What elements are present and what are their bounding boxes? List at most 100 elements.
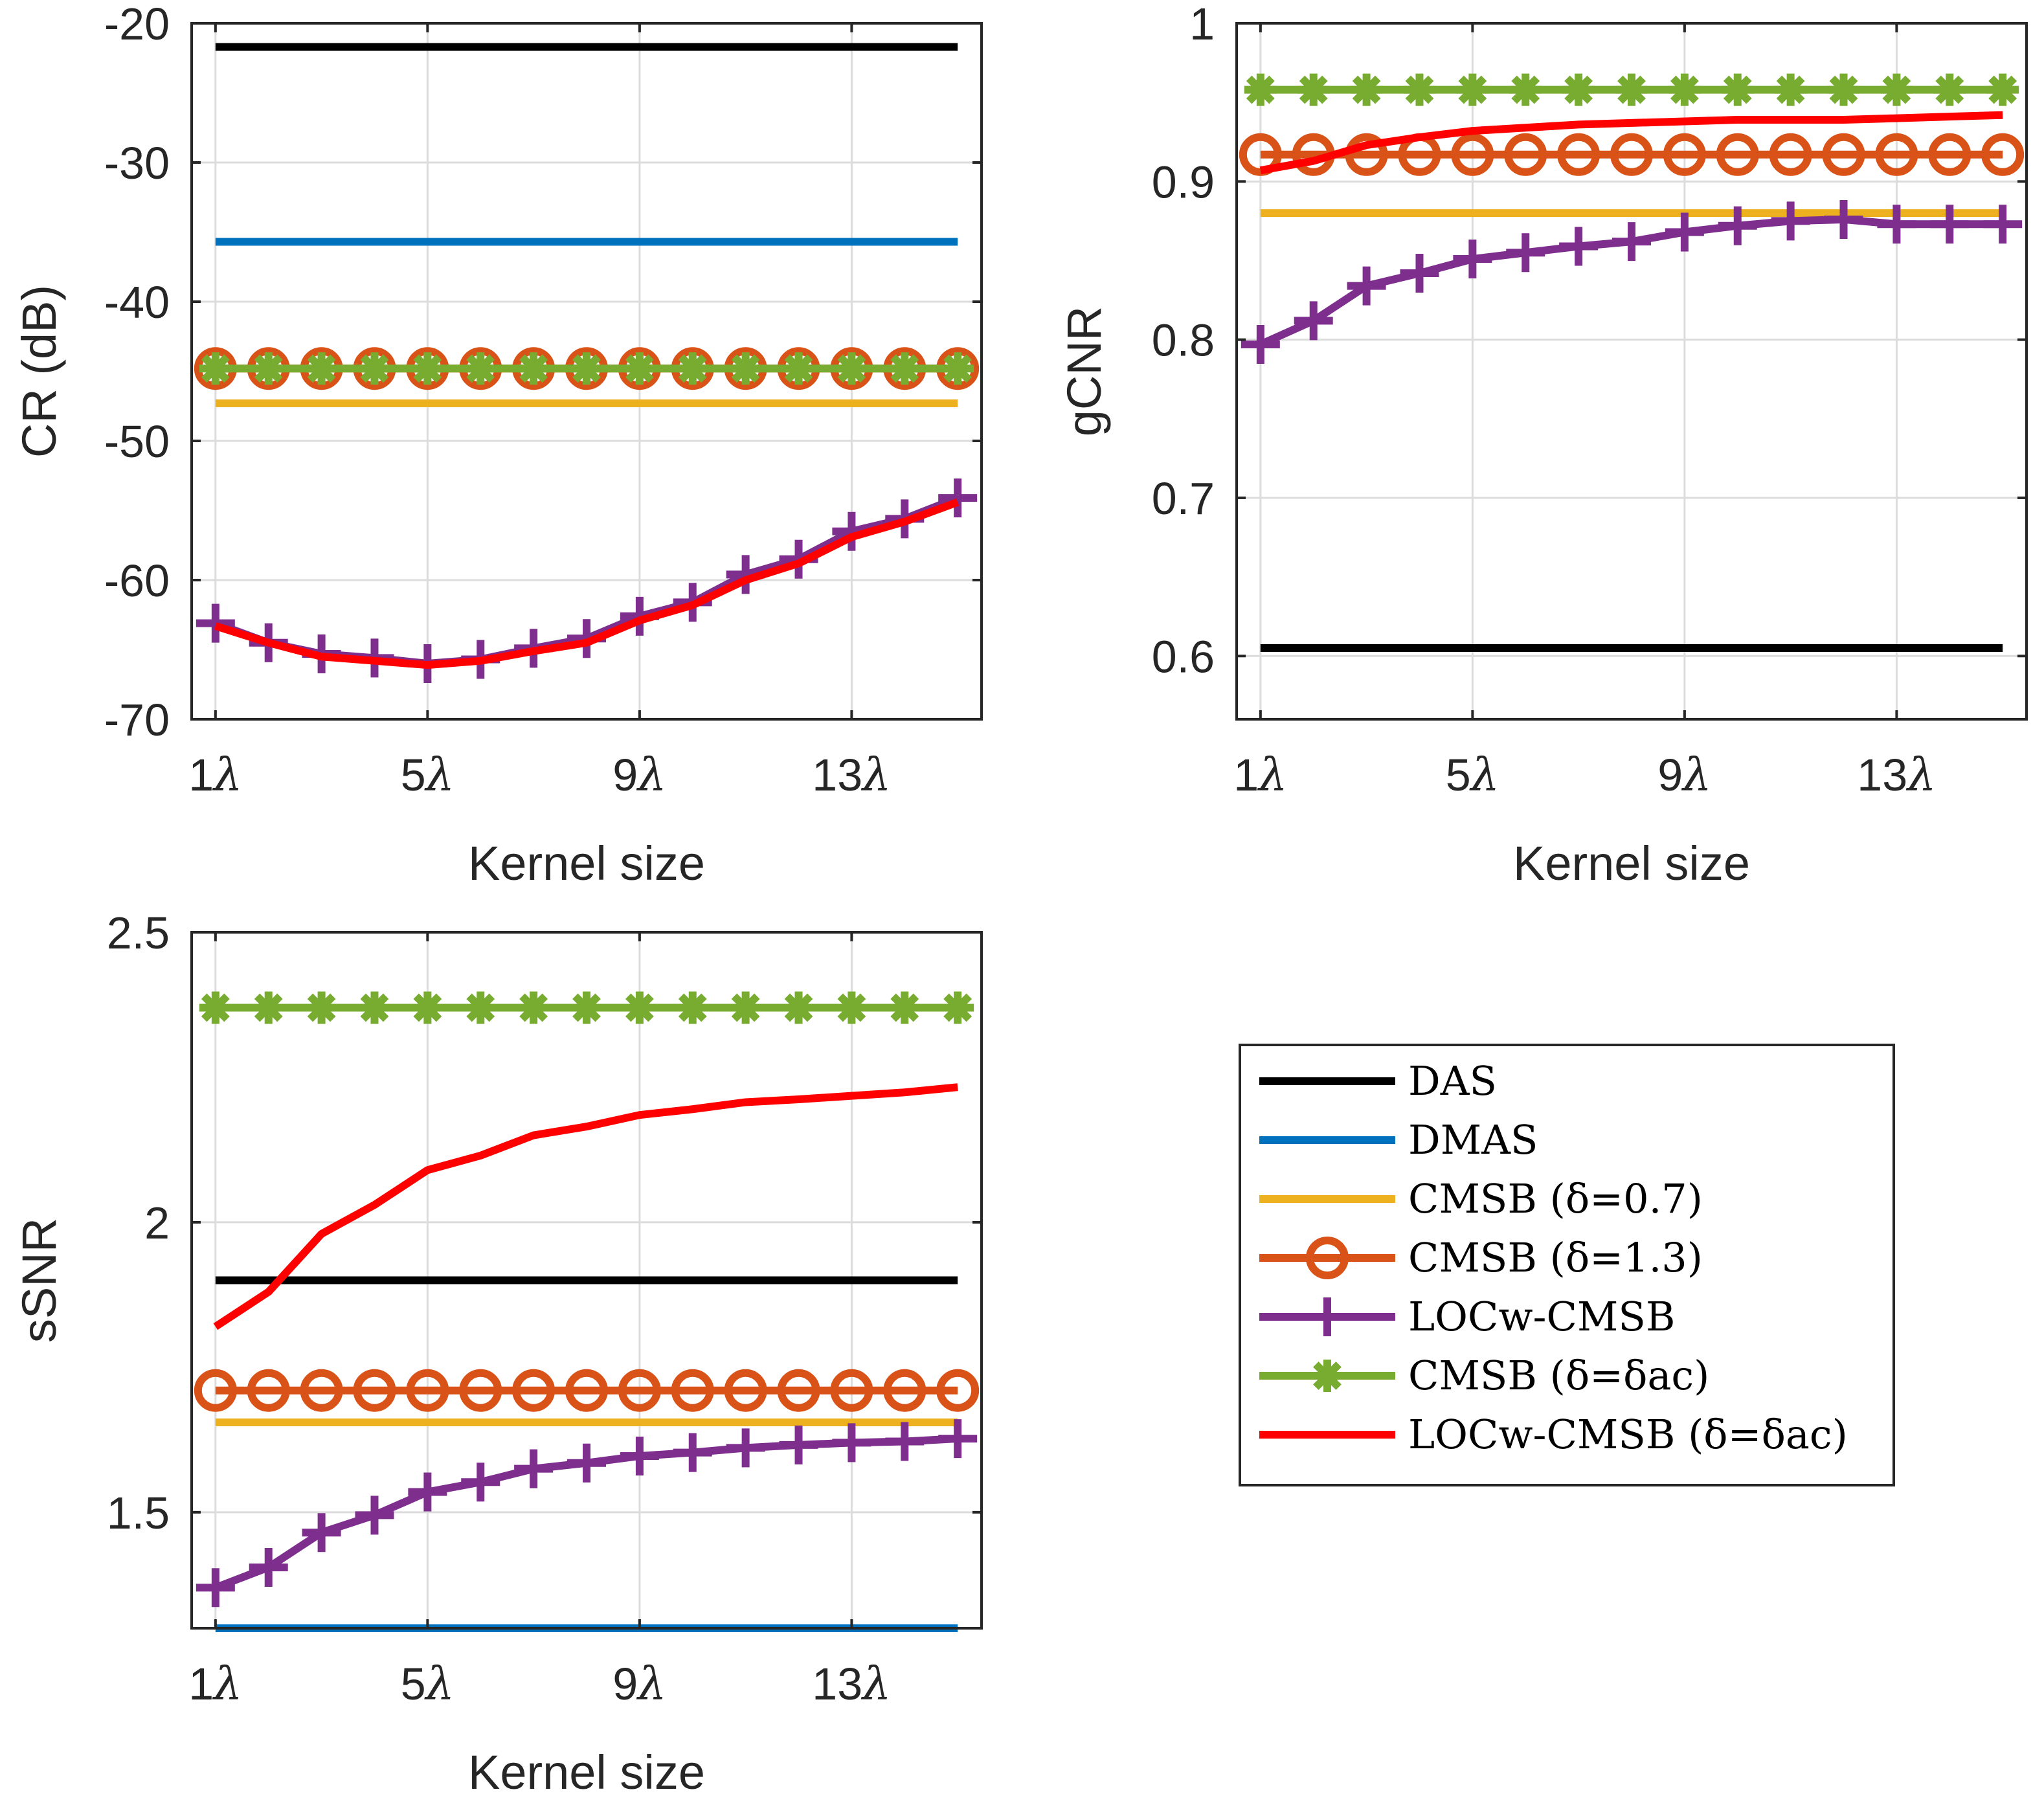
gcnr-series-cmsb-delta-deltaac [1244,73,2019,106]
ssnr-point-cmsb-delta-1-3 [671,1369,714,1412]
gcnr-point-locw-cmsb [1400,254,1439,293]
ssnr-point-cmsb-delta-deltaac [941,991,974,1024]
legend-entry-das: DAS [1259,1057,1497,1104]
ssnr-point-cmsb-delta-deltaac [517,991,550,1024]
ssnr-line-locw-cmsb-delta-deltaac [213,1083,958,1330]
gcnr-point-locw-cmsb [1241,324,1280,364]
gcnr-point-cmsb-delta-1-3 [1822,133,1865,176]
gcnr-ytick-label: 0.8 [1152,315,1215,366]
ssnr-series-cmsb-delta-deltaac [199,991,974,1024]
gcnr-point-locw-cmsb [1294,301,1333,341]
gcnr-point-locw-cmsb [1771,201,1810,241]
cr-point-locw-cmsb [196,603,235,643]
cr-ytick-label: -30 [104,138,170,188]
gcnr-point-cmsb-delta-1-3 [1716,133,1759,176]
gcnr-point-cmsb-delta-1-3 [1451,133,1494,176]
ssnr-point-cmsb-delta-deltaac [835,991,868,1024]
cr-point-cmsb-delta-deltaac [411,352,444,385]
legend-label: CMSB (δ=1.3) [1408,1234,1703,1281]
gcnr-ytick-label: 0.9 [1152,157,1215,207]
ssnr-point-cmsb-delta-1-3 [406,1369,449,1412]
ssnr-point-cmsb-delta-1-3 [565,1369,608,1412]
cr-point-cmsb-delta-deltaac [623,352,656,385]
ssnr-point-locw-cmsb [938,1419,978,1459]
ssnr-ytick-label: 1.5 [107,1488,170,1538]
legend-entry-locw-cmsb-delta-deltaac: LOCw-CMSB (δ=δac) [1259,1411,1848,1458]
ssnr-point-locw-cmsb [567,1443,606,1483]
legend-marker [1308,1297,1347,1336]
ssnr-point-locw-cmsb [673,1433,712,1472]
legend-marker [1306,1237,1349,1279]
ssnr-point-locw-cmsb [832,1423,871,1463]
gcnr-point-locw-cmsb [1453,240,1492,279]
gcnr-point-locw-cmsb [1506,233,1545,273]
gcnr-point-locw-cmsb [1718,206,1757,245]
legend-entry-dmas: DMAS [1259,1116,1538,1163]
cr-point-cmsb-delta-deltaac [676,352,709,385]
legend: DAS DMAS CMSB (δ=0.7) CMSB (δ=1.3) LOCw-CMSB… [1239,1044,1895,1486]
ssnr-point-locw-cmsb [726,1428,765,1468]
legend-entry-cmsb-delta-0-7: CMSB (δ=0.7) [1259,1175,1703,1222]
gcnr-ytick-label: 0.7 [1152,473,1215,524]
gcnr-axes-box [1235,22,2028,721]
ssnr-point-cmsb-delta-1-3 [830,1369,873,1412]
cr-ytick-label: -70 [104,695,170,745]
gcnr-ytick-label: 0.6 [1152,631,1215,682]
ssnr-point-locw-cmsb [461,1463,500,1502]
cr-point-cmsb-delta-deltaac [517,352,550,385]
cr-xtick-label: 1λ [188,748,242,802]
ssnr-point-cmsb-delta-deltaac [676,991,709,1024]
legend-marker [1311,1360,1343,1392]
gcnr-point-cmsb-delta-deltaac [1562,73,1595,106]
cr-ytick-label: -40 [104,277,170,328]
ssnr-x-axis-label: Kernel size [468,1745,705,1794]
ssnr-point-cmsb-delta-1-3 [194,1369,237,1412]
cr-axes-box [190,22,983,721]
ssnr-point-locw-cmsb [620,1436,659,1475]
gcnr-point-cmsb-delta-1-3 [1981,133,2025,176]
gcnr-point-locw-cmsb [1612,222,1651,262]
cr-x-axis-label: Kernel size [468,836,705,890]
ssnr-point-cmsb-delta-1-3 [300,1369,343,1412]
gcnr-point-cmsb-delta-deltaac [1350,73,1383,106]
cr-xtick-label: 13λ [812,748,891,802]
ssnr-point-locw-cmsb [355,1496,394,1535]
gcnr-point-cmsb-delta-1-3 [1345,133,1388,176]
gcnr-point-cmsb-delta-deltaac [1933,73,1966,106]
gcnr-point-cmsb-delta-deltaac [1456,73,1489,106]
cr-series-group [194,43,980,683]
gcnr-point-cmsb-delta-1-3 [1610,133,1653,176]
legend-label: CMSB (δ=0.7) [1408,1175,1703,1222]
gcnr-series-locw-cmsb-delta-deltaac [1259,111,2003,175]
ssnr-point-locw-cmsb [249,1547,288,1587]
cr-point-cmsb-delta-deltaac [835,352,868,385]
gcnr-point-cmsb-delta-1-3 [1875,133,1918,176]
ssnr-point-locw-cmsb [514,1449,554,1488]
gcnr-point-cmsb-delta-1-3 [1928,133,1971,176]
cr-ytick-label: -50 [104,416,170,467]
gcnr-point-cmsb-delta-1-3 [1663,133,1706,176]
gcnr-point-locw-cmsb [1877,205,1916,244]
ssnr-series-cmsb-delta-1-3 [194,1369,980,1412]
gcnr-y-axis-label: gCNR [1057,306,1111,436]
cr-point-cmsb-delta-deltaac [358,352,391,385]
gcnr-point-cmsb-delta-deltaac [1615,73,1648,106]
gcnr-x-axis-label: Kernel size [1513,836,1750,890]
ssnr-point-cmsb-delta-deltaac [464,991,497,1024]
ssnr-point-cmsb-delta-1-3 [936,1369,980,1412]
gcnr-point-cmsb-delta-deltaac [1880,73,1913,106]
cr-point-cmsb-delta-deltaac [199,352,232,385]
gcnr-plot-area [1237,23,2027,719]
ssnr-point-cmsb-delta-1-3 [883,1369,927,1412]
ssnr-chart: 1λ 5λ 9λ 13λ 1.5 2 2.5 Kernel size sSNR [12,908,983,1794]
gcnr-point-locw-cmsb [1559,227,1599,266]
ssnr-xtick-label: 13λ [812,1657,891,1710]
legend-entry-cmsb-delta-1-3: CMSB (δ=1.3) [1259,1234,1703,1281]
gcnr-point-locw-cmsb [1930,205,1970,244]
gcnr-point-cmsb-delta-deltaac [1721,73,1754,106]
ssnr-point-cmsb-delta-1-3 [459,1369,502,1412]
cr-xtick-label: 9λ [612,748,666,802]
ssnr-xtick-label: 5λ [401,1657,455,1710]
ssnr-series-locw-cmsb-delta-deltaac [213,1083,958,1330]
cr-point-cmsb-delta-deltaac [782,352,815,385]
